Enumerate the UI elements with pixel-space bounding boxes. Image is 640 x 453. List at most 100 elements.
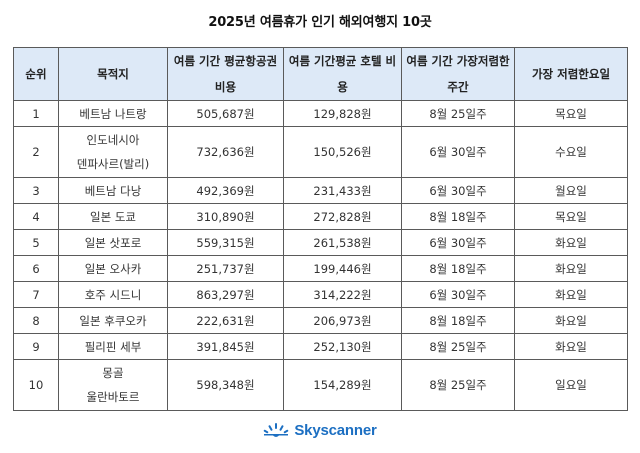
cheapest-week-cell: 6월 30일주 xyxy=(401,126,515,178)
destination-line: 일본 오사카 xyxy=(84,261,142,276)
header-label: 요일 xyxy=(588,67,611,81)
flight-cost-cell: 310,890원 xyxy=(167,203,284,230)
skyscanner-logo: Skyscanner xyxy=(0,422,640,439)
flight-cost-cell: 732,636원 xyxy=(167,126,284,178)
header-destination: 목적지 xyxy=(58,47,168,101)
destination-cell: 일본 오사카 xyxy=(58,255,168,282)
destination-line: 덴파사르(발리) xyxy=(76,157,150,171)
header-hotel-cost: 여름 기간평균 호텔 비용 xyxy=(283,47,402,101)
destination-cell: 필리핀 세부 xyxy=(58,333,168,360)
flight-cost-cell: 863,297원 xyxy=(167,281,284,308)
table-row: 2 인도네시아 덴파사르(발리) 732,636원 150,526원 6월 30일주 수요일 xyxy=(13,126,628,178)
cheapest-day-cell: 화요일 xyxy=(514,229,628,256)
cheapest-day-cell: 화요일 xyxy=(514,307,628,334)
logo-text: Skyscanner xyxy=(294,422,377,439)
rank-cell: 2 xyxy=(13,126,59,178)
cheapest-day-cell: 월요일 xyxy=(514,177,628,204)
table-row: 6 일본 오사카 251,737원 199,446원 8월 18일주 화요일 xyxy=(13,255,628,282)
cheapest-week-cell: 8월 18일주 xyxy=(401,203,515,230)
destination-line: 호주 시드니 xyxy=(84,287,142,302)
cheapest-week-cell: 8월 18일주 xyxy=(401,255,515,282)
flight-cost-cell: 598,348원 xyxy=(167,359,284,411)
cheapest-day-cell: 목요일 xyxy=(514,203,628,230)
destination-line: 울란바토르 xyxy=(86,390,140,404)
destination-line: 몽골 xyxy=(102,366,124,380)
cheapest-day-cell: 일요일 xyxy=(514,359,628,411)
destination-cell: 호주 시드니 xyxy=(58,281,168,308)
header-cheapest-day: 가장 저렴한요일 xyxy=(514,47,628,101)
header-label: 항공권 비용 xyxy=(214,54,278,94)
cheapest-day-cell: 화요일 xyxy=(514,281,628,308)
flight-cost-cell: 559,315원 xyxy=(167,229,284,256)
hotel-cost-cell: 272,828원 xyxy=(283,203,402,230)
flight-cost-cell: 251,737원 xyxy=(167,255,284,282)
page-title: 2025년 여름휴가 인기 해외여행지 10곳 xyxy=(208,15,432,30)
table-row: 7 호주 시드니 863,297원 314,222원 6월 30일주 화요일 xyxy=(13,281,628,308)
header-label: 여름 기간 가장 xyxy=(406,54,478,68)
destination-cell: 베트남 나트랑 xyxy=(58,100,168,127)
destination-cell: 일본 삿포로 xyxy=(58,229,168,256)
header-cheapest-week: 여름 기간 가장저렴한 주간 xyxy=(401,47,515,101)
destination-cell: 일본 도쿄 xyxy=(58,203,168,230)
flight-cost-cell: 391,845원 xyxy=(167,333,284,360)
table-row: 4 일본 도쿄 310,890원 272,828원 8월 18일주 목요일 xyxy=(13,203,628,230)
cheapest-week-cell: 6월 30일주 xyxy=(401,281,515,308)
destination-line: 인도네시아 xyxy=(86,133,140,147)
table-row: 9 필리핀 세부 391,845원 252,130원 8월 25일주 화요일 xyxy=(13,333,628,360)
rank-cell: 8 xyxy=(13,307,59,334)
table-header-row: 순위 목적지 여름 기간 평균항공권 비용 여름 기간평균 호텔 비용 여름 기… xyxy=(13,47,628,101)
hotel-cost-cell: 150,526원 xyxy=(283,126,402,178)
header-label: 가장 저렴한 xyxy=(531,67,589,81)
hotel-cost-cell: 206,973원 xyxy=(283,307,402,334)
cheapest-day-cell: 수요일 xyxy=(514,126,628,178)
destination-line: 베트남 다낭 xyxy=(84,183,142,198)
rank-cell: 9 xyxy=(13,333,59,360)
rank-cell: 3 xyxy=(13,177,59,204)
hotel-cost-cell: 231,433원 xyxy=(283,177,402,204)
rank-cell: 5 xyxy=(13,229,59,256)
rank-cell: 7 xyxy=(13,281,59,308)
destination-line: 일본 후쿠오카 xyxy=(79,313,147,328)
cheapest-week-cell: 8월 25일주 xyxy=(401,359,515,411)
flight-cost-cell: 505,687원 xyxy=(167,100,284,127)
destination-line: 필리핀 세부 xyxy=(84,339,142,354)
hotel-cost-cell: 129,828원 xyxy=(283,100,402,127)
header-rank: 순위 xyxy=(13,47,59,101)
hotel-cost-cell: 261,538원 xyxy=(283,229,402,256)
table-row: 3 베트남 다낭 492,369원 231,433원 6월 30일주 월요일 xyxy=(13,177,628,204)
cheapest-day-cell: 화요일 xyxy=(514,255,628,282)
flight-cost-cell: 222,631원 xyxy=(167,307,284,334)
header-label: 여름 기간 xyxy=(288,54,336,68)
table-row: 5 일본 삿포로 559,315원 261,538원 6월 30일주 화요일 xyxy=(13,229,628,256)
cheapest-week-cell: 8월 18일주 xyxy=(401,307,515,334)
header-label: 여름 기간 평균 xyxy=(173,54,246,68)
cheapest-week-cell: 8월 25일주 xyxy=(401,333,515,360)
header-flight-cost: 여름 기간 평균항공권 비용 xyxy=(167,47,284,101)
destination-line: 베트남 나트랑 xyxy=(79,106,147,121)
destination-line: 일본 도쿄 xyxy=(90,209,136,224)
hotel-cost-cell: 199,446원 xyxy=(283,255,402,282)
hotel-cost-cell: 252,130원 xyxy=(283,333,402,360)
destinations-table: 순위 목적지 여름 기간 평균항공권 비용 여름 기간평균 호텔 비용 여름 기… xyxy=(13,47,628,411)
cheapest-week-cell: 8월 25일주 xyxy=(401,100,515,127)
header-label: 순위 xyxy=(25,67,47,81)
header-label: 저렴한 주간 xyxy=(447,54,510,94)
cheapest-week-cell: 6월 30일주 xyxy=(401,177,515,204)
cheapest-day-cell: 목요일 xyxy=(514,100,628,127)
rank-cell: 6 xyxy=(13,255,59,282)
sunrise-icon xyxy=(264,422,289,437)
rank-cell: 10 xyxy=(13,359,59,411)
rank-cell: 1 xyxy=(13,100,59,127)
header-label: 목적지 xyxy=(97,67,129,81)
table-row: 10 몽골 울란바토르 598,348원 154,289원 8월 25일주 일요일 xyxy=(13,359,628,411)
destination-cell: 일본 후쿠오카 xyxy=(58,307,168,334)
table-row: 8 일본 후쿠오카 222,631원 206,973원 8월 18일주 화요일 xyxy=(13,307,628,334)
hotel-cost-cell: 154,289원 xyxy=(283,359,402,411)
table-row: 1 베트남 나트랑 505,687원 129,828원 8월 25일주 목요일 xyxy=(13,100,628,127)
hotel-cost-cell: 314,222원 xyxy=(283,281,402,308)
flight-cost-cell: 492,369원 xyxy=(167,177,284,204)
cheapest-day-cell: 화요일 xyxy=(514,333,628,360)
cheapest-week-cell: 6월 30일주 xyxy=(401,229,515,256)
